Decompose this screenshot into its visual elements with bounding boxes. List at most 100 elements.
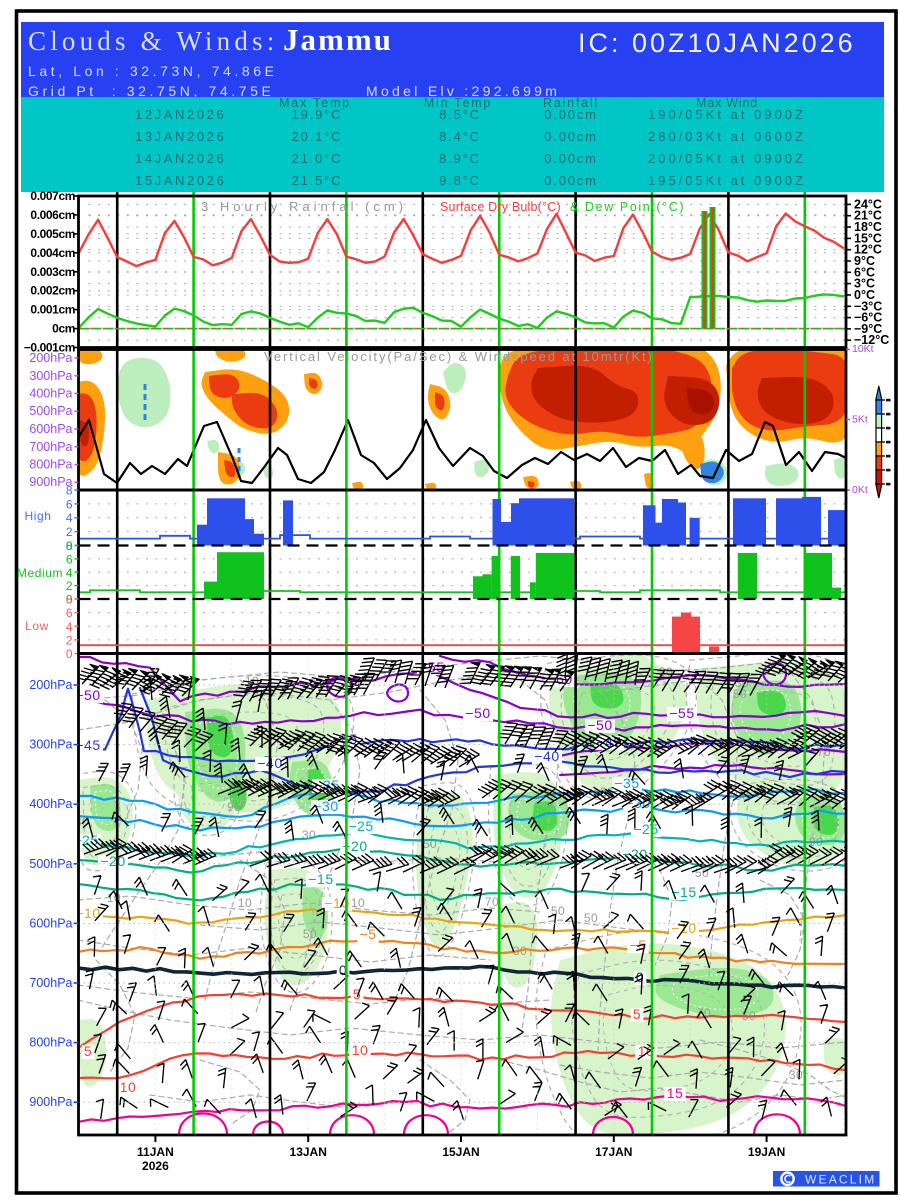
svg-text:−50: −50 bbox=[587, 717, 612, 733]
svg-text:Grid Pt : 32.75N, 74.75E: Grid Pt : 32.75N, 74.75E bbox=[28, 83, 274, 99]
svg-text:−12°C: −12°C bbox=[854, 333, 889, 347]
svg-text:700hPa: 700hPa bbox=[29, 976, 72, 990]
svg-text:Surface Dry Bulb(°C): Surface Dry Bulb(°C) bbox=[440, 200, 561, 214]
svg-text:0.003cm: 0.003cm bbox=[30, 265, 75, 279]
svg-text:3 Hourly Rainfal (cm): 3 Hourly Rainfal (cm) bbox=[201, 199, 407, 214]
svg-text:−35: −35 bbox=[614, 775, 639, 791]
svg-text:0: 0 bbox=[339, 962, 347, 978]
svg-text:Max Temp: Max Temp bbox=[279, 96, 351, 110]
svg-text:4: 4 bbox=[66, 620, 73, 634]
svg-text:−40: −40 bbox=[534, 748, 559, 764]
svg-text:30: 30 bbox=[789, 1068, 803, 1082]
svg-text:700hPa: 700hPa bbox=[29, 440, 72, 454]
svg-text:0: 0 bbox=[66, 593, 73, 607]
svg-text:−3°C: −3°C bbox=[854, 299, 882, 313]
svg-text:High: High bbox=[24, 509, 51, 523]
svg-text:0cm: 0cm bbox=[52, 322, 75, 336]
svg-text:8: 8 bbox=[66, 539, 73, 553]
svg-text:6: 6 bbox=[66, 606, 73, 620]
svg-text:−0.001cm: −0.001cm bbox=[24, 341, 75, 355]
svg-text:280/03Kt at 0600Z: 280/03Kt at 0600Z bbox=[648, 129, 806, 144]
svg-text:195/05Kt at 0900Z: 195/05Kt at 0900Z bbox=[648, 173, 806, 188]
svg-text:19.9°C: 19.9°C bbox=[292, 107, 343, 122]
svg-text:0.001cm: 0.001cm bbox=[30, 303, 75, 317]
svg-text:800hPa: 800hPa bbox=[29, 1036, 72, 1050]
svg-text:20.1°C: 20.1°C bbox=[292, 129, 343, 144]
svg-text:& Dew Point(°C): & Dew Point(°C) bbox=[570, 200, 685, 214]
svg-text:Lat, Lon : 32.73N, 74.86E: Lat, Lon : 32.73N, 74.86E bbox=[28, 63, 278, 79]
svg-text:8: 8 bbox=[66, 484, 73, 498]
svg-text:Clouds & Winds:: Clouds & Winds: bbox=[28, 26, 278, 56]
svg-text:15: 15 bbox=[667, 1085, 684, 1101]
svg-text:−15: −15 bbox=[671, 884, 696, 900]
svg-text:50: 50 bbox=[584, 911, 598, 925]
svg-text:−30: −30 bbox=[313, 798, 338, 814]
svg-text:21°C: 21°C bbox=[854, 209, 882, 223]
svg-text:19JAN: 19JAN bbox=[748, 1145, 785, 1159]
svg-text:−15: −15 bbox=[308, 871, 333, 887]
svg-text:50: 50 bbox=[303, 927, 317, 941]
svg-text:24°C: 24°C bbox=[854, 197, 882, 211]
svg-text:0.007cm: 0.007cm bbox=[30, 189, 75, 203]
svg-text:10: 10 bbox=[120, 1079, 137, 1095]
svg-text:12°C: 12°C bbox=[854, 243, 882, 257]
svg-text:8.4°C: 8.4°C bbox=[439, 129, 481, 144]
svg-text:−10: −10 bbox=[75, 905, 100, 921]
svg-text:Medium: Medium bbox=[17, 566, 63, 580]
svg-text:200/05Kt at 0900Z: 200/05Kt at 0900Z bbox=[648, 151, 806, 166]
svg-text:−9°C: −9°C bbox=[854, 322, 882, 336]
svg-text:Jammu: Jammu bbox=[283, 22, 393, 57]
svg-text:IC: 00Z10JAN2026: IC: 00Z10JAN2026 bbox=[578, 28, 856, 58]
svg-text:600hPa: 600hPa bbox=[29, 422, 72, 436]
svg-text:400hPa: 400hPa bbox=[29, 387, 72, 401]
svg-text:300hPa: 300hPa bbox=[29, 369, 72, 383]
svg-text:2: 2 bbox=[66, 633, 73, 647]
svg-text:9.8°C: 9.8°C bbox=[439, 173, 481, 188]
svg-text:WEACLIM: WEACLIM bbox=[805, 1173, 876, 1187]
svg-text:5: 5 bbox=[633, 1006, 641, 1022]
svg-text:10: 10 bbox=[352, 1042, 369, 1058]
svg-text:0.005cm: 0.005cm bbox=[30, 227, 75, 241]
svg-text:10: 10 bbox=[638, 1043, 655, 1059]
svg-text:500hPa: 500hPa bbox=[29, 857, 72, 871]
svg-text:3°C: 3°C bbox=[854, 277, 875, 291]
svg-text:9°C: 9°C bbox=[854, 254, 875, 268]
svg-text:14JAN2026: 14JAN2026 bbox=[135, 151, 226, 166]
svg-text:0.00cm: 0.00cm bbox=[544, 129, 597, 144]
svg-text:0.00cm: 0.00cm bbox=[544, 173, 597, 188]
svg-text:21.0°C: 21.0°C bbox=[292, 151, 343, 166]
svg-text:4: 4 bbox=[66, 566, 73, 580]
svg-text:Min Temp: Min Temp bbox=[424, 96, 492, 110]
svg-text:5Kt: 5Kt bbox=[852, 414, 868, 426]
svg-text:0.00cm: 0.00cm bbox=[544, 151, 597, 166]
svg-text:4: 4 bbox=[66, 511, 73, 525]
svg-text:200hPa: 200hPa bbox=[29, 351, 72, 365]
svg-text:0.006cm: 0.006cm bbox=[30, 208, 75, 222]
svg-text:6: 6 bbox=[66, 552, 73, 566]
svg-text:6°C: 6°C bbox=[854, 265, 875, 279]
svg-text:Rainfall: Rainfall bbox=[543, 96, 599, 110]
svg-text:−25: −25 bbox=[633, 821, 658, 837]
svg-text:−25: −25 bbox=[348, 818, 373, 834]
svg-text:10Kt: 10Kt bbox=[852, 343, 874, 355]
svg-text:500hPa: 500hPa bbox=[29, 404, 72, 418]
svg-text:Vertical Velocity(Pa/Sec) & Wi: Vertical Velocity(Pa/Sec) & Windspeed at… bbox=[264, 349, 654, 364]
svg-text:21.5°C: 21.5°C bbox=[292, 173, 343, 188]
svg-text:0.002cm: 0.002cm bbox=[30, 284, 75, 298]
svg-text:Max Wind: Max Wind bbox=[696, 96, 758, 110]
svg-text:8: 8 bbox=[66, 593, 73, 607]
svg-text:0Kt: 0Kt bbox=[852, 484, 868, 496]
svg-text:200hPa: 200hPa bbox=[29, 678, 72, 692]
svg-text:0.00cm: 0.00cm bbox=[544, 107, 597, 122]
svg-text:−55: −55 bbox=[669, 705, 694, 721]
svg-text:−50: −50 bbox=[465, 705, 490, 721]
svg-text:15°C: 15°C bbox=[854, 231, 882, 245]
svg-text:Model Elv :292.699m: Model Elv :292.699m bbox=[366, 83, 560, 99]
svg-text:6: 6 bbox=[66, 497, 73, 511]
svg-text:11JAN: 11JAN bbox=[137, 1145, 174, 1159]
svg-text:−20: −20 bbox=[342, 838, 367, 854]
svg-text:8.5°C: 8.5°C bbox=[439, 107, 481, 122]
svg-text:2: 2 bbox=[66, 525, 73, 539]
svg-text:−50: −50 bbox=[75, 687, 100, 703]
svg-text:5: 5 bbox=[84, 1043, 92, 1059]
